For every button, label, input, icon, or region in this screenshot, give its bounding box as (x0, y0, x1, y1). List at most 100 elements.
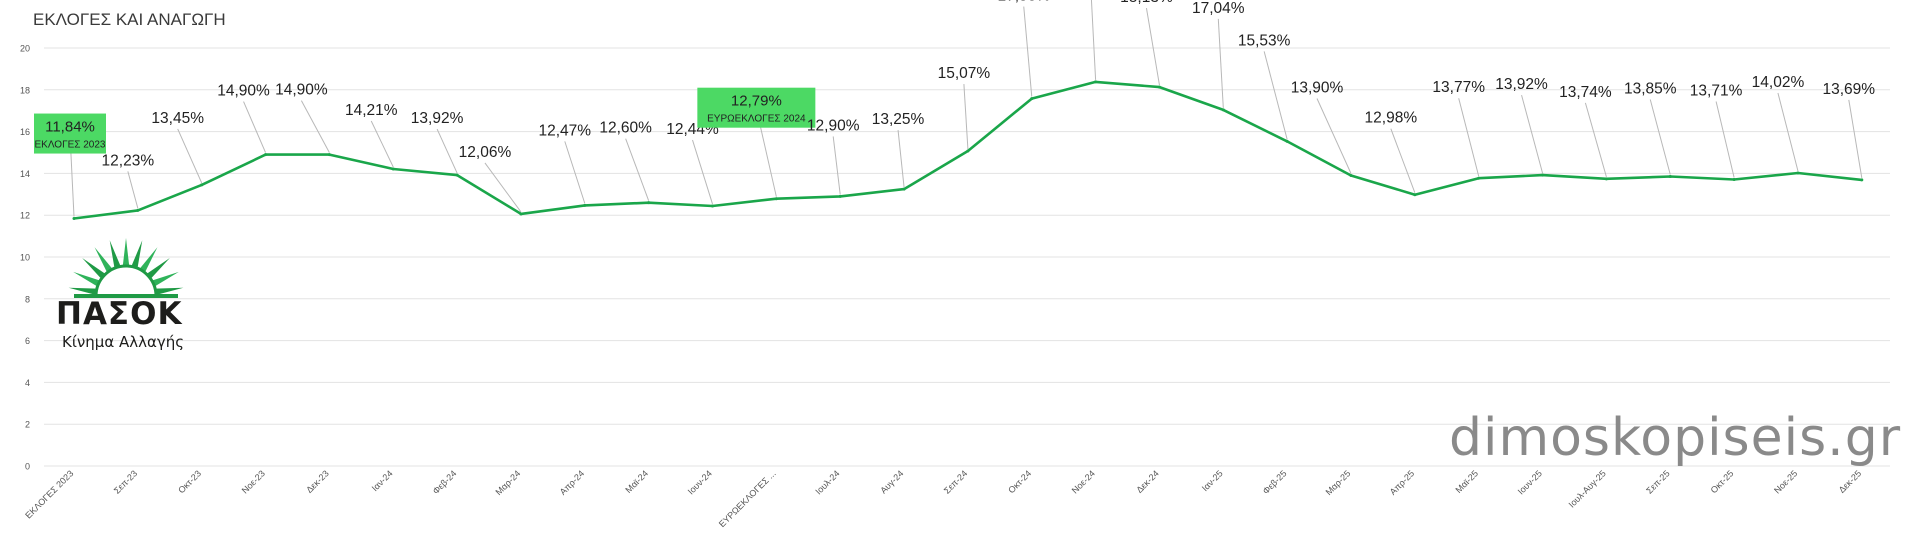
x-tick-label: Απρ-24 (558, 468, 587, 497)
leader-line (1777, 92, 1799, 172)
data-label: 11,84% (45, 119, 95, 136)
data-point (1604, 177, 1608, 181)
data-label: 12,60% (599, 120, 652, 137)
logo-word: ΠΑΣΟΚ (56, 296, 183, 332)
data-label: 13,71% (1690, 82, 1743, 99)
leader-line (127, 171, 139, 209)
x-tick-label: Ιαν-25 (1200, 468, 1225, 493)
x-tick-label: Φεβ-24 (431, 468, 459, 496)
y-tick-label: 0 (25, 462, 30, 472)
data-label: 13,77% (1432, 79, 1485, 96)
data-point (966, 149, 970, 153)
x-tick-label: Ιουν-24 (686, 468, 714, 496)
data-point (583, 203, 587, 207)
x-tick-label: Νοε-24 (1070, 468, 1097, 495)
leader-line (484, 162, 522, 213)
sun-ray (122, 238, 130, 271)
sun-ray (129, 240, 143, 273)
x-tick-label: Αυγ-24 (878, 468, 905, 495)
data-label: 13,69% (1823, 81, 1876, 98)
leader-line (1145, 7, 1160, 86)
data-label: 15,53% (1238, 32, 1291, 49)
x-tick-label: Σεπ-23 (112, 468, 139, 495)
leader-line (1217, 18, 1224, 108)
data-label: 13,92% (411, 110, 464, 127)
x-tick-label: ΕΚΛΟΓΕΣ 2023 (23, 468, 75, 520)
highlight-box (34, 113, 106, 154)
x-tick-label: Νοε-23 (240, 468, 267, 495)
y-tick-label: 14 (20, 169, 30, 179)
data-point (1094, 80, 1098, 84)
leader-line (177, 128, 203, 184)
data-label: 14,90% (217, 83, 270, 100)
data-point (902, 187, 906, 191)
x-tick-label: ΕΥΡΩΕΚΛΟΓΕΣ ... (717, 468, 778, 529)
data-label: 12,98% (1365, 110, 1418, 127)
sun-ray (109, 240, 123, 273)
data-label: 12,47% (539, 122, 592, 139)
data-label: 14,21% (345, 102, 398, 119)
leader-line (1848, 99, 1863, 178)
x-tick-label: Απρ-25 (1388, 468, 1417, 497)
data-label: 17,04% (1192, 0, 1245, 17)
sun-emblem-icon (68, 238, 184, 298)
x-tick-label: Μαϊ-25 (1453, 468, 1480, 495)
y-tick-label: 20 (20, 44, 30, 54)
data-point (647, 201, 651, 205)
data-point (391, 167, 395, 171)
data-label: 18,13% (1120, 0, 1173, 6)
data-label: 13,90% (1291, 79, 1344, 96)
data-point (838, 194, 842, 198)
data-point (72, 217, 76, 221)
sun-disc (94, 264, 158, 298)
data-label: 15,07% (938, 65, 991, 82)
x-tick-label: Νοε-25 (1772, 468, 1799, 495)
leader-line (1390, 128, 1416, 193)
data-point (455, 173, 459, 177)
leader-line (564, 141, 586, 204)
sun-ray (150, 287, 184, 296)
leader-line (1090, 0, 1097, 80)
y-tick-label: 18 (20, 85, 30, 95)
leader-line (1521, 94, 1544, 174)
data-label: 13,92% (1495, 76, 1548, 93)
data-label: 14,90% (275, 82, 328, 99)
data-point (1541, 173, 1545, 177)
chart-title: ΕΚΛΟΓΕΣ ΚΑΙ ΑΝΑΓΩΓΗ (33, 10, 226, 29)
data-point (1349, 173, 1353, 177)
leader-line (300, 100, 330, 153)
data-point (1285, 139, 1289, 143)
data-point (1732, 177, 1736, 181)
x-tick-label: Οκτ-25 (1709, 468, 1736, 495)
x-tick-label: Σεπ-25 (1644, 468, 1671, 495)
y-tick-label: 16 (20, 127, 30, 137)
data-point (136, 208, 140, 212)
data-label: 12,90% (807, 117, 860, 134)
sun-base (74, 294, 178, 298)
x-tick-label: Φεβ-25 (1261, 468, 1289, 496)
x-tick-label: Ιουλ-24 (813, 468, 841, 496)
sun-ray (68, 287, 102, 296)
x-tick-label: Δεκ-24 (1134, 468, 1161, 495)
data-point (711, 204, 714, 208)
x-tick-label: Ιουν-25 (1516, 468, 1544, 496)
data-label: 13,45% (151, 110, 204, 127)
highlight-subtitle: ΕΚΛΟΓΕΣ 2023 (35, 140, 106, 151)
data-label: 12,79% (731, 93, 782, 110)
y-tick-label: 4 (25, 378, 30, 388)
x-tick-label: Σεπ-24 (942, 468, 969, 495)
data-point (1796, 171, 1800, 175)
data-label: 17,58% (997, 0, 1050, 5)
y-tick-label: 6 (25, 336, 30, 346)
highlight-subtitle: ΕΥΡΩΕΚΛΟΓΕΣ 2024 (707, 114, 806, 125)
data-label: 13,25% (872, 111, 925, 128)
leader-line (625, 138, 650, 201)
x-tick-label: Δεκ-23 (304, 468, 331, 495)
data-point (264, 153, 268, 157)
data-point (1157, 85, 1161, 89)
watermark: dimoskopiseis.gr (1449, 408, 1902, 468)
leader-line (1584, 102, 1607, 177)
x-tick-label: Δεκ-25 (1837, 468, 1864, 495)
data-label: 13,74% (1559, 84, 1612, 101)
